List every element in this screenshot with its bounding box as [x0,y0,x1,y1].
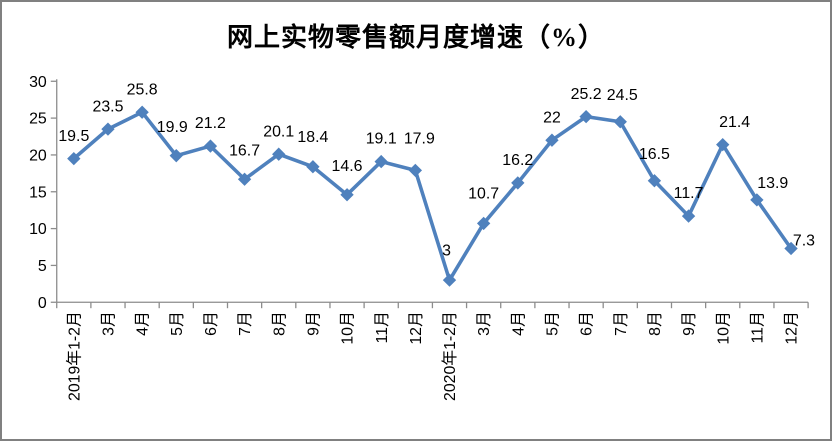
data-point-marker [237,172,252,186]
data-point-marker [101,122,115,136]
x-category-label: 3月 [476,311,493,336]
data-point-marker [340,188,354,202]
x-category-label: 9月 [305,311,322,336]
y-tick-label: 5 [38,258,47,275]
x-category-label: 8月 [647,311,664,336]
data-point-marker [306,160,320,174]
data-series-line [72,110,793,282]
x-category-label: 9月 [681,311,698,336]
data-point-marker [442,273,457,287]
data-point-label: 25.8 [127,81,158,98]
data-point-label: 16.2 [502,152,533,169]
x-category-label: 10月 [715,311,732,344]
data-point-label: 19.1 [366,131,397,148]
x-category-label: 4月 [135,311,152,336]
data-point-label: 19.5 [58,128,89,145]
data-point-marker [545,133,559,147]
y-tick-label: 25 [29,111,47,128]
data-point-marker [67,151,81,166]
data-point-label: 21.2 [195,115,226,132]
data-point-label: 7.3 [793,233,815,250]
data-point-label: 20.1 [263,123,294,140]
data-point-marker [203,139,218,153]
data-point-label: 16.5 [639,146,670,163]
data-point-marker [272,147,286,161]
y-tick-label: 10 [29,221,47,238]
data-point-label: 13.9 [757,175,788,192]
y-tick-label: 15 [29,184,47,201]
chart-title: 网上实物零售额月度增速（%） [226,23,605,52]
data-point-marker [647,174,662,188]
data-point-label: 23.5 [92,98,123,115]
data-point-marker [169,149,183,163]
x-category-label: 8月 [271,311,288,336]
data-point-marker [716,137,730,152]
x-category-label: 12月 [784,311,801,344]
x-category-label: 2020年1-2月 [441,311,459,401]
data-point-marker [784,241,798,256]
data-point-label: 19.9 [157,119,188,136]
data-point-marker [613,115,627,129]
data-point-marker [476,216,491,231]
data-point-marker [750,193,764,207]
data-point-marker [681,209,696,223]
data-point-label: 18.4 [297,129,328,146]
data-point-label: 10.7 [468,186,499,203]
x-category-label: 11月 [374,311,391,343]
x-category-label: 11月 [749,311,766,343]
x-category-label: 6月 [203,311,220,336]
y-tick-label: 30 [29,74,47,91]
x-category-label: 2019年1-2月 [65,311,83,401]
data-point-label: 14.6 [332,158,363,175]
x-category-label: 6月 [579,311,596,336]
data-point-marker [408,163,423,178]
data-point-marker [135,105,149,119]
data-point-marker [374,154,388,169]
x-category-label: 10月 [340,311,357,344]
y-tick-label: 20 [29,148,47,165]
data-point-marker [511,176,525,190]
data-point-label: 16.7 [229,142,260,159]
x-category-label: 7月 [613,311,630,336]
y-tick-label: 0 [38,295,47,312]
x-category-label: 12月 [408,311,425,344]
x-category-label: 4月 [510,311,527,336]
data-point-label: 11.7 [674,185,704,202]
x-category-label: 5月 [169,311,186,336]
data-point-marker [579,109,593,124]
data-point-label: 17.9 [404,131,435,148]
x-category-label: 3月 [101,311,118,336]
data-point-label: 3 [442,242,451,259]
data-point-label: 21.4 [719,114,750,131]
x-category-label: 7月 [237,311,254,336]
data-point-label: 22 [543,109,561,126]
x-category-label: 5月 [545,311,562,336]
data-point-label: 25.2 [571,86,602,103]
data-point-label: 24.5 [607,87,638,104]
